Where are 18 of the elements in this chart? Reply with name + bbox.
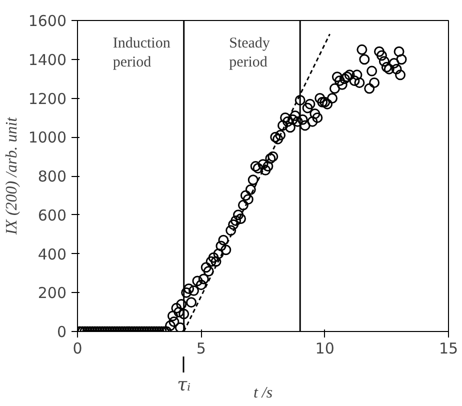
x-tick-label: 10 [315, 340, 334, 358]
y-tick-label: 800 [38, 168, 67, 186]
y-tick-label: 400 [38, 245, 67, 264]
y-tick-label: 1000 [28, 128, 67, 147]
text: τᵢ [177, 374, 192, 396]
y-tick-label: 600 [38, 206, 67, 224]
y-axis-title: IX (200) /arb. unit [3, 116, 20, 236]
x-tick-label: 0 [72, 340, 82, 358]
y-tick-label: 1600 [28, 12, 67, 30]
ref-line-label: Steady period [229, 35, 270, 70]
y-tick-label: 200 [38, 284, 67, 302]
x-tick-label: 5 [196, 340, 206, 358]
x-axis-title: t /s [253, 384, 273, 402]
ref-line-label: Induction period [112, 35, 171, 70]
y-tick-label: 1200 [28, 90, 67, 108]
y-tick-label: 1400 [28, 50, 67, 69]
x-tick-label: 15 [438, 340, 458, 358]
y-tick-label: 0 [56, 323, 67, 341]
